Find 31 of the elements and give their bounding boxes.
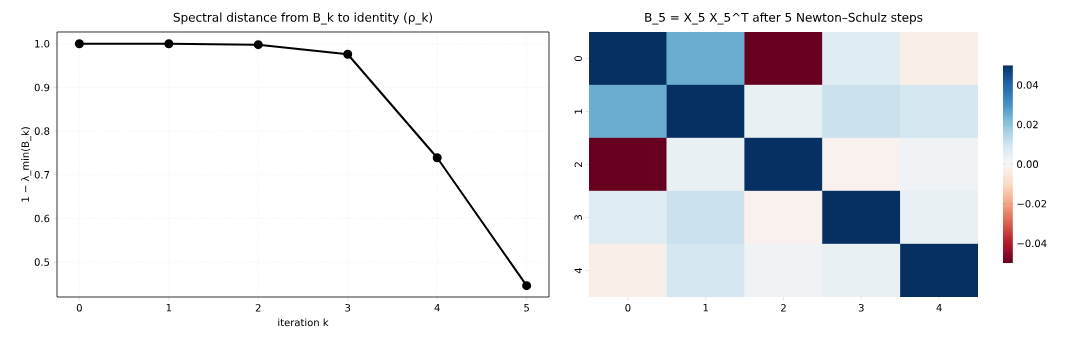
- color-bar-label: −0.02: [1017, 199, 1047, 208]
- chart-title: Spectral distance from B_k to identity (ρ_k): [173, 12, 433, 25]
- x-axis-title: iteration k: [278, 318, 329, 327]
- x-tick-label: 2: [255, 304, 261, 312]
- y-tick-label: 0.8: [34, 127, 50, 135]
- chart-title: B_5 = X_5 X_5^T after 5 Newton–Schulz steps: [645, 12, 923, 25]
- y-tick-label: 0: [574, 55, 582, 62]
- x-tick-label: 3: [345, 304, 351, 312]
- y-tick-label: 4: [574, 267, 582, 274]
- y-tick-label: 0.9: [34, 83, 50, 92]
- y-tick-label: 0.7: [34, 170, 50, 179]
- color-bar-label: 0.04: [1017, 81, 1039, 89]
- color-bar-label: 0.02: [1017, 120, 1038, 129]
- x-tick-label: 0: [625, 304, 631, 312]
- y-tick-label: 3: [574, 215, 582, 220]
- x-tick-label: 2: [781, 304, 786, 312]
- y-tick-label: 2: [574, 162, 582, 167]
- x-tick-label: 3: [858, 304, 864, 312]
- y-axis-title: 1 − λ_min(B_k): [21, 127, 32, 202]
- y-tick-label: 1: [574, 109, 582, 114]
- y-tick-label: 0.5: [34, 258, 50, 266]
- x-tick-label: 4: [936, 304, 942, 312]
- color-bar-label: −0.04: [1017, 239, 1047, 248]
- x-tick-label: 5: [524, 304, 529, 312]
- x-tick-label: 1: [166, 304, 172, 312]
- x-tick-label: 0: [76, 304, 82, 312]
- y-tick-label: 0.6: [34, 214, 50, 223]
- x-tick-label: 4: [434, 304, 440, 312]
- y-tick-label: 1.0: [35, 40, 50, 48]
- color-bar-label: 0.00: [1017, 160, 1039, 168]
- x-tick-label: 1: [703, 304, 708, 312]
